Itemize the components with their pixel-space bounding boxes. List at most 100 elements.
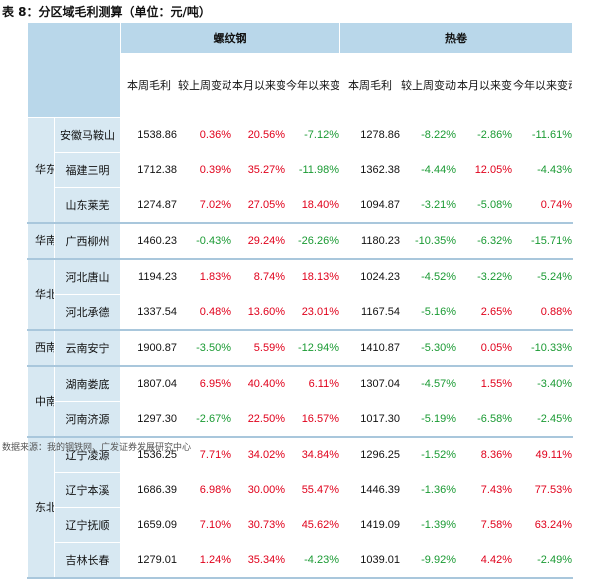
rebar-wow-change-cell: 6.95%: [177, 365, 232, 402]
hotcoil-ytd-change-cell: -5.24%: [512, 258, 573, 295]
rebar-mtd-change-cell: 27.05%: [231, 187, 286, 224]
col-header-wow-change: 较上周变动: [177, 53, 232, 118]
hotcoil-weekly-margin-cell: 1419.09: [339, 507, 401, 543]
rebar-ytd-change-cell: -7.12%: [285, 117, 340, 153]
city-label: 山东莱芜: [54, 187, 121, 224]
table-row: 华东安徽马鞍山1538.860.36%20.56%-7.12%1278.86-8…: [27, 117, 573, 224]
table-row: 河北承德 1337.54 0.48% 13.60% 23.01% 1167.54 -5.16…: [28, 294, 573, 331]
hotcoil-weekly-margin-cell: 1180.23: [339, 222, 401, 260]
region-label: 中南: [27, 365, 55, 438]
rebar-ytd-change-cell: -4.23%: [285, 542, 340, 579]
table-row: 华北河北唐山1194.231.83%8.74%18.13%1024.23-4.5…: [27, 258, 573, 331]
rebar-mtd-change-cell: 29.24%: [231, 222, 286, 260]
region-label: 华南: [27, 222, 55, 260]
rebar-weekly-margin-cell: 1807.04: [120, 365, 178, 402]
table-row: 吉林长春 1279.01 1.24% 35.34% -4.23% 1039.01 -9.92…: [28, 542, 573, 579]
city-label: 湖南娄底: [54, 365, 121, 402]
rebar-weekly-margin-cell: 1538.86: [120, 117, 178, 153]
hotcoil-ytd-change-cell: 0.74%: [512, 187, 573, 224]
rebar-ytd-change-cell: 18.13%: [285, 258, 340, 295]
rebar-ytd-change-cell: 45.62%: [285, 507, 340, 543]
rebar-mtd-change-cell: 34.02%: [231, 436, 286, 473]
city-label: 辽宁本溪: [54, 472, 121, 508]
hotcoil-weekly-margin-cell: 1167.54: [339, 294, 401, 331]
source-note: 数据来源：我的钢铁网、广发证券发展研究中心: [2, 443, 192, 453]
hotcoil-ytd-change-cell: 0.88%: [512, 294, 573, 331]
rebar-mtd-change-cell: 5.59%: [231, 329, 286, 367]
rebar-weekly-margin-cell: 1712.38: [120, 152, 178, 188]
rebar-wow-change-cell: 1.83%: [177, 258, 232, 295]
hotcoil-ytd-change-cell: -10.33%: [512, 329, 573, 367]
city-label: 河北承德: [54, 294, 121, 331]
city-label: 河南济源: [54, 401, 121, 438]
rebar-mtd-change-cell: 35.27%: [231, 152, 286, 188]
hotcoil-weekly-margin-cell: 1410.87: [339, 329, 401, 367]
rebar-ytd-change-cell: -12.94%: [285, 329, 340, 367]
hotcoil-weekly-margin-cell: 1094.87: [339, 187, 401, 224]
rebar-ytd-change-cell: -26.26%: [285, 222, 340, 260]
hotcoil-wow-change-cell: -1.39%: [400, 507, 457, 543]
hotcoil-mtd-change-cell: 8.36%: [456, 436, 513, 473]
hotcoil-mtd-change-cell: -6.58%: [456, 401, 513, 438]
rebar-ytd-change-cell: 6.11%: [285, 365, 340, 402]
hotcoil-ytd-change-cell: -15.71%: [512, 222, 573, 260]
hotcoil-mtd-change-cell: 12.05%: [456, 152, 513, 188]
hotcoil-mtd-change-cell: 7.43%: [456, 472, 513, 508]
rebar-weekly-margin-cell: 1279.01: [120, 542, 178, 579]
hotcoil-weekly-margin-cell: 1446.39: [339, 472, 401, 508]
col-header-wow-change: 较上周变动: [400, 53, 457, 118]
hotcoil-wow-change-cell: -1.52%: [400, 436, 457, 473]
rebar-wow-change-cell: 7.10%: [177, 507, 232, 543]
rebar-ytd-change-cell: 23.01%: [285, 294, 340, 331]
city-label: 云南安宁: [54, 329, 121, 367]
hotcoil-ytd-change-cell: 77.53%: [512, 472, 573, 508]
hotcoil-weekly-margin-cell: 1024.23: [339, 258, 401, 295]
city-label: 吉林长春: [54, 542, 121, 579]
col-header-ytd-change: 今年以来变动: [512, 53, 573, 118]
gross-margin-table: 螺纹钢 热卷 本周毛利 较上周变动 本月以来变动 今年以来变动 本周毛利 较上周…: [27, 22, 573, 579]
hotcoil-weekly-margin-cell: 1278.86: [339, 117, 401, 153]
hotcoil-mtd-change-cell: 4.42%: [456, 542, 513, 579]
rebar-wow-change-cell: -3.50%: [177, 329, 232, 367]
region-label: 西南: [27, 329, 55, 367]
hotcoil-mtd-change-cell: 2.65%: [456, 294, 513, 331]
hotcoil-weekly-margin-cell: 1039.01: [339, 542, 401, 579]
col-header-mtd-change: 本月以来变动: [231, 53, 286, 118]
rebar-mtd-change-cell: 8.74%: [231, 258, 286, 295]
rebar-mtd-change-cell: 35.34%: [231, 542, 286, 579]
hotcoil-wow-change-cell: -8.22%: [400, 117, 457, 153]
rebar-ytd-change-cell: 18.40%: [285, 187, 340, 224]
hotcoil-mtd-change-cell: -5.08%: [456, 187, 513, 224]
table-row: 河南济源 1297.30 -2.67% 22.50% 16.57% 1017.30 -5.1…: [28, 401, 573, 438]
col-header-mtd-change: 本月以来变动: [456, 53, 513, 118]
hotcoil-mtd-change-cell: -6.32%: [456, 222, 513, 260]
hotcoil-ytd-change-cell: 63.24%: [512, 507, 573, 543]
region-label: 华北: [27, 258, 55, 331]
rebar-ytd-change-cell: 34.84%: [285, 436, 340, 473]
col-header-ytd-change: 今年以来变动: [285, 53, 340, 118]
hotcoil-wow-change-cell: -3.21%: [400, 187, 457, 224]
table-row: 华南广西柳州1460.23-0.43%29.24%-26.26%1180.23-…: [27, 222, 573, 260]
rebar-wow-change-cell: 0.48%: [177, 294, 232, 331]
hotcoil-wow-change-cell: -5.19%: [400, 401, 457, 438]
col-header-weekly-margin: 本周毛利: [120, 53, 178, 118]
hotcoil-wow-change-cell: -4.52%: [400, 258, 457, 295]
rebar-mtd-change-cell: 30.73%: [231, 507, 286, 543]
hotcoil-mtd-change-cell: 7.58%: [456, 507, 513, 543]
rebar-weekly-margin-cell: 1194.23: [120, 258, 178, 295]
table-row: 山东莱芜 1274.87 7.02% 27.05% 18.40% 1094.87 -3.21…: [28, 187, 573, 224]
hotcoil-mtd-change-cell: -2.86%: [456, 117, 513, 153]
rebar-weekly-margin-cell: 1274.87: [120, 187, 178, 224]
rebar-mtd-change-cell: 22.50%: [231, 401, 286, 438]
rebar-wow-change-cell: 6.98%: [177, 472, 232, 508]
col-header-weekly-margin: 本周毛利: [339, 53, 401, 118]
rebar-ytd-change-cell: 16.57%: [285, 401, 340, 438]
hotcoil-ytd-change-cell: -11.61%: [512, 117, 573, 153]
rebar-wow-change-cell: 1.24%: [177, 542, 232, 579]
hotcoil-weekly-margin-cell: 1296.25: [339, 436, 401, 473]
table-title: 表 8：分区域毛利测算（单位：元/吨）: [2, 5, 211, 19]
rebar-ytd-change-cell: 55.47%: [285, 472, 340, 508]
hotcoil-mtd-change-cell: 1.55%: [456, 365, 513, 402]
region-label: 东北: [27, 436, 55, 579]
hotcoil-ytd-change-cell: 49.11%: [512, 436, 573, 473]
